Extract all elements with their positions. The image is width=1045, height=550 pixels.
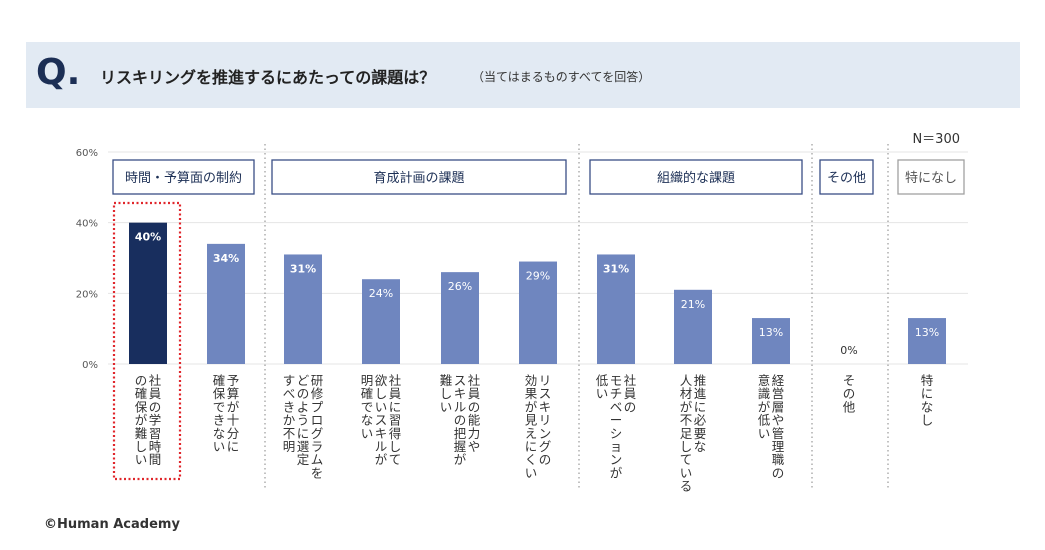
category-label: 明確でない (361, 373, 374, 441)
copyright: ©Human Academy (44, 517, 180, 532)
bar-value-label: 26% (448, 280, 472, 293)
group-header-box (897, 159, 965, 195)
category-label: 社員に習得して (389, 373, 402, 467)
question-title: リスキリングを推進するにあたっての課題は？ (100, 68, 436, 87)
bar-value-label: 21% (681, 298, 705, 311)
category-label: 難しい (440, 373, 453, 414)
bar-value-label: 31% (290, 262, 316, 275)
bar (908, 318, 946, 364)
group-header-label: 特になし (905, 171, 957, 186)
bar-value-label: 29% (526, 270, 550, 283)
category-label: 確保できない (213, 373, 226, 454)
n-label: N＝300 (912, 132, 960, 147)
group-header-box (112, 159, 255, 195)
category-label: モチベーションが (610, 373, 623, 480)
category-label: 社員の (624, 373, 637, 414)
y-tick-label: 20% (76, 289, 98, 300)
bar (752, 318, 790, 364)
group-header-label: 育成計画の課題 (373, 170, 464, 186)
bar-value-label: 24% (369, 287, 393, 300)
y-tick-label: 60% (76, 148, 98, 159)
group-header-box (589, 159, 803, 195)
bar (207, 243, 245, 364)
bar (362, 279, 400, 364)
bar (284, 254, 322, 364)
category-label: リスキリングの (539, 373, 552, 467)
bar (674, 289, 712, 364)
question-header: Q. リスキリングを推進するにあたっての課題は？ （当てはまるものすべてを回答） (26, 42, 1020, 108)
bar (441, 272, 479, 364)
bar-value-label: 0% (840, 344, 857, 357)
category-label: すべきか不明 (283, 373, 296, 454)
group-header-label: その他 (827, 171, 866, 186)
category-label: 効果が見えにくい (525, 373, 538, 480)
bar-value-label: 31% (603, 262, 629, 275)
group-header-box (271, 159, 567, 195)
question-note: （当てはまるものすべてを回答） (472, 70, 651, 84)
bar (519, 261, 557, 364)
bar (597, 254, 635, 364)
group-header-box (819, 159, 874, 195)
bar-value-label: 40% (135, 231, 161, 244)
category-label: 社員の能力や (468, 373, 481, 454)
category-label: の確保が難しい (135, 373, 148, 467)
category-label: 社員の学習時間 (149, 373, 162, 467)
bar (129, 222, 167, 364)
y-tick-label: 40% (76, 219, 98, 230)
group-header-label: 組織的な課題 (657, 170, 735, 186)
category-label: その他 (843, 373, 856, 414)
category-label: どのように選定 (297, 373, 310, 467)
group-header-label: 時間・予算面の制約 (125, 171, 242, 186)
category-label: 経営層や管理職の (772, 373, 785, 480)
category-label: 特になし (921, 373, 934, 428)
category-label: 研修プログラムを (311, 373, 324, 480)
category-label: 人材が不足している (680, 373, 693, 494)
category-label: 推進に必要な (694, 373, 707, 454)
category-label: 欲しいスキルが (375, 373, 388, 467)
bar-value-label: 13% (915, 326, 939, 339)
q-mark: Q. (36, 52, 81, 93)
y-tick-label: 0% (82, 360, 98, 371)
bar-value-label: 13% (759, 326, 783, 339)
category-label: 予算が十分に (227, 373, 240, 454)
category-label: 低い (596, 373, 609, 401)
category-label: 意識が低い (758, 373, 771, 441)
bar-value-label: 34% (213, 252, 239, 265)
highlight-outline (112, 201, 182, 481)
category-label: スキルの把握が (454, 373, 467, 467)
